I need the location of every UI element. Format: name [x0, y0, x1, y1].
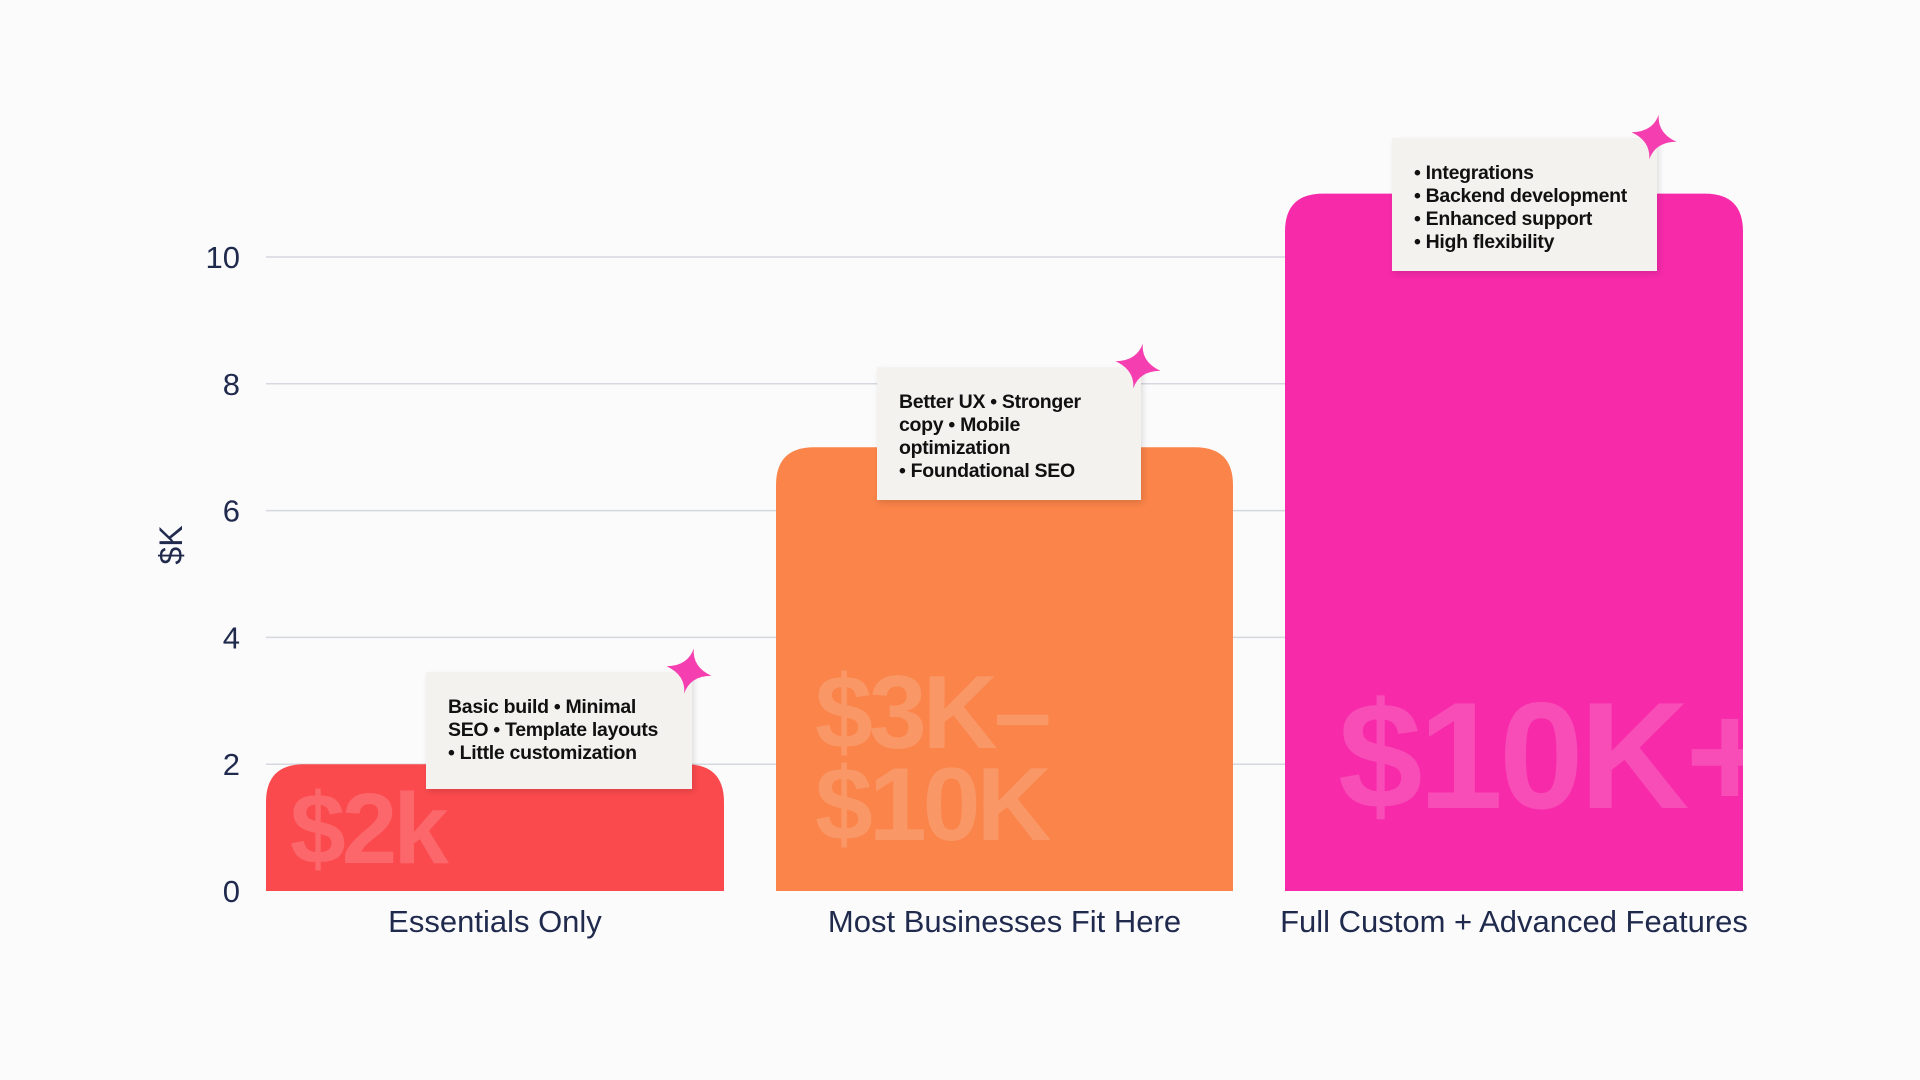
bar-value-label-line: $10K — [815, 746, 1052, 863]
y-tick-label: 6 — [223, 494, 240, 529]
feature-note-line: • High flexibility — [1414, 231, 1555, 253]
y-tick-label: 10 — [206, 240, 240, 275]
feature-note-line: • Enhanced support — [1414, 208, 1593, 230]
category-label: Most Businesses Fit Here — [828, 904, 1181, 939]
bar-2 — [776, 447, 1233, 891]
sparkle-star-icon — [666, 648, 712, 694]
feature-note-line: copy • Mobile — [899, 414, 1021, 436]
category-label: Full Custom + Advanced Features — [1280, 904, 1748, 939]
category-label: Essentials Only — [388, 904, 602, 939]
feature-note-line: Better UX • Stronger — [899, 391, 1081, 413]
feature-note-line: optimization — [899, 437, 1011, 459]
y-tick-label: 4 — [223, 620, 240, 655]
y-axis-label: $K — [153, 525, 189, 564]
bar-value-label: $10K+ — [1338, 671, 1774, 841]
feature-note-line: • Little customization — [448, 742, 637, 764]
feature-note: Basic build • Minimal SEO • Template layo… — [426, 672, 692, 789]
feature-note-line: • Foundational SEO — [899, 460, 1075, 482]
bar-value-label-line: $2k — [290, 773, 449, 885]
y-tick-label: 8 — [223, 367, 240, 402]
bar-1 — [266, 764, 724, 891]
bar-value-label-line: $3K– — [815, 655, 1052, 771]
bar-value-label-line: $10K+ — [1338, 671, 1774, 841]
y-tick-label: 0 — [223, 874, 240, 909]
y-tick-label: 2 — [223, 747, 240, 782]
sparkle-star-icon — [1631, 114, 1677, 160]
bar-value-label: $3K– $10K — [815, 655, 1052, 863]
feature-note: Better UX • Stronger copy • Mobile optimiz… — [877, 367, 1141, 500]
bar-value-label: $2k — [290, 773, 449, 885]
feature-note-line: Basic build • Minimal — [448, 696, 636, 718]
feature-note-line: • Backend development — [1414, 185, 1627, 207]
feature-note-line: SEO • Template layouts — [448, 719, 659, 741]
sparkle-star-icon — [1115, 343, 1161, 389]
bar-3 — [1285, 193, 1743, 892]
feature-note-line: • Integrations — [1414, 162, 1534, 184]
feature-note: • Integrations • Backend development • Enh… — [1392, 138, 1657, 271]
